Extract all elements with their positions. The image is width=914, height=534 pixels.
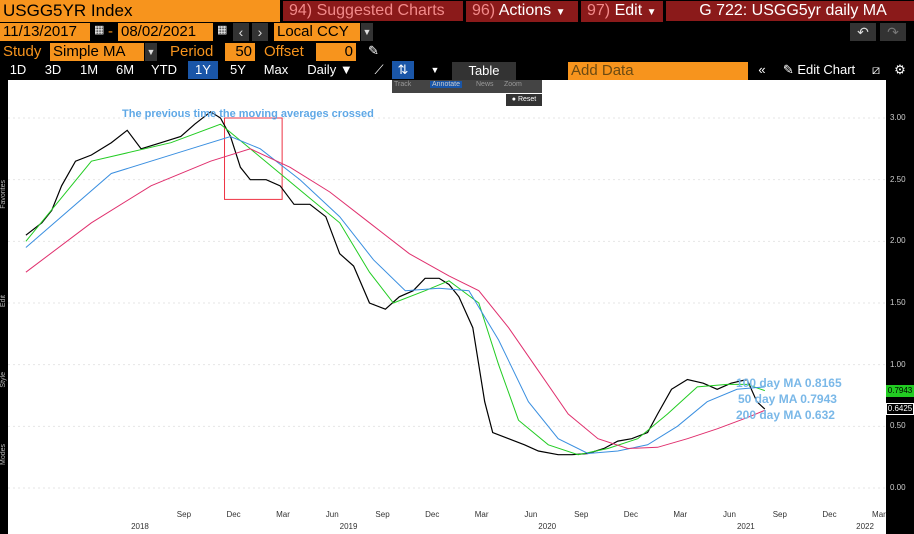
chevron-down-icon[interactable]: ▼	[361, 23, 373, 41]
period-5y[interactable]: 5Y	[230, 62, 246, 77]
x-year-label: 2022	[856, 522, 874, 531]
study-select[interactable]: Simple MA	[50, 43, 144, 61]
crossing-highlight-box	[224, 117, 283, 200]
annotate-tool[interactable]: Annotate	[430, 81, 463, 88]
calendar-icon[interactable]: ▦	[94, 24, 105, 36]
chevron-down-icon[interactable]: ▼	[430, 65, 440, 75]
news-tool[interactable]: News	[476, 81, 494, 88]
line-chart-icon[interactable]: ⟋	[374, 62, 384, 77]
x-month-label: Mar	[474, 510, 489, 519]
x-month-label: Sep	[176, 510, 192, 519]
bar-chart-icon[interactable]: ⇅	[392, 61, 414, 79]
period-1y[interactable]: 1Y	[188, 61, 218, 79]
pencil-icon[interactable]: ✎	[368, 43, 379, 58]
period-3d[interactable]: 3D	[44, 62, 62, 77]
top-header-bar: USGG5YR Index 94) Suggested Charts 96) A…	[0, 0, 914, 23]
end-date-input[interactable]: 08/02/2021	[118, 23, 213, 41]
x-month-label: Dec	[623, 510, 638, 519]
gear-icon[interactable]: ⚙	[894, 62, 906, 77]
prev-arrow-icon[interactable]: ‹	[233, 23, 249, 41]
ma50-badge: 0.7943	[886, 385, 914, 397]
track-tool[interactable]: Track	[394, 81, 412, 88]
y-axis: 0.7943 0.6425	[886, 80, 914, 508]
x-month-label: Sep	[375, 510, 390, 519]
side-label-modes: Modes	[0, 444, 7, 466]
period-1d[interactable]: 1D	[9, 62, 27, 77]
period-1m[interactable]: 1M	[79, 62, 99, 77]
next-arrow-icon[interactable]: ›	[252, 23, 268, 41]
x-month-label: Mar	[872, 510, 886, 519]
ma100-series-line	[25, 135, 765, 455]
start-date-input[interactable]: 11/13/2017	[0, 23, 90, 41]
study-bar: Study Simple MA ▼ Period 50 Offset 0 ✎	[0, 42, 914, 61]
period-ytd[interactable]: YTD	[151, 62, 177, 77]
y-tick-label: 1.50	[890, 298, 906, 307]
x-month-label: Sep	[574, 510, 589, 519]
edit-chart-button[interactable]: ✎ Edit Chart	[782, 62, 856, 77]
period-6m[interactable]: 6M	[115, 62, 135, 77]
x-month-label: Sep	[772, 510, 787, 519]
y-tick-label: 0.50	[890, 421, 906, 431]
legend-200day: 200 day MA 0.632	[736, 408, 835, 422]
table-button[interactable]: Table	[452, 62, 516, 80]
price-chart	[8, 111, 886, 489]
chart-annotation: The previous time the moving averages cr…	[122, 108, 374, 120]
side-label-style: Style	[0, 372, 7, 388]
side-label-favorites: Favorites	[0, 180, 7, 209]
x-year-label: 2021	[736, 522, 755, 531]
x-year-label: 2019	[339, 522, 358, 531]
price-series-line	[25, 111, 766, 456]
x-month-label: Dec	[226, 510, 241, 519]
x-month-label: Mar	[276, 510, 290, 519]
double-chevron-left-icon[interactable]: «	[758, 62, 766, 77]
y-tick-label: 0.00	[890, 483, 906, 492]
chart-area[interactable]: Track Annotate News Zoom ● Reset The pre…	[8, 80, 886, 508]
last-price-badge: 0.6425	[886, 403, 914, 415]
x-year-label: 2020	[538, 522, 557, 531]
legend-100day: 100 day MA 0.8165	[736, 376, 842, 390]
y-tick-label: 2.00	[890, 236, 906, 246]
edit-menu[interactable]: 97) Edit ▼	[581, 1, 663, 23]
y-tick-label: 1.00	[890, 359, 906, 369]
suggested-charts-button[interactable]: 94) Suggested Charts	[283, 1, 463, 21]
period-max[interactable]: Max	[263, 62, 289, 77]
offset-input[interactable]: 0	[316, 43, 356, 61]
actions-menu[interactable]: 96) Actions ▼	[466, 1, 578, 23]
period-label: Period	[170, 43, 214, 60]
side-label-edit: Edit	[0, 295, 7, 308]
edit-box-icon[interactable]: ⧄	[871, 62, 881, 77]
interval-select[interactable]: Daily ▼	[307, 62, 353, 77]
legend-50day: 50 day MA 0.7943	[738, 392, 837, 406]
x-axis: Sep Dec Mar Jun Sep Dec Mar Jun Sep Dec Mar Jun Sep D…	[8, 508, 886, 534]
x-month-label: Dec	[425, 510, 440, 519]
redo-icon[interactable]: ↷	[880, 23, 906, 41]
zoom-tool[interactable]: Zoom	[504, 81, 522, 88]
add-data-input[interactable]: Add Data	[568, 62, 748, 80]
ma50-series-line	[25, 123, 765, 456]
y-tick-label: 2.50	[890, 174, 906, 184]
date-range-bar: 11/13/2017 ▦ - 08/02/2021 ▦ ‹ › Local CC…	[0, 22, 914, 42]
x-month-label: Mar	[673, 510, 688, 519]
x-month-label: Jun	[723, 510, 736, 519]
currency-select[interactable]: Local CCY	[274, 23, 360, 41]
date-separator: -	[108, 23, 113, 40]
x-month-label: Jun	[524, 510, 538, 519]
x-month-label: Dec	[822, 510, 837, 519]
x-month-label: Jun	[325, 510, 339, 519]
undo-icon[interactable]: ↶	[850, 23, 876, 41]
ma200-series-line	[25, 148, 765, 450]
x-year-label: 2018	[131, 522, 149, 531]
period-input[interactable]: 50	[225, 43, 255, 61]
y-tick-label: 3.00	[890, 113, 906, 122]
calendar-icon[interactable]: ▦	[217, 24, 228, 36]
offset-label: Offset	[264, 43, 304, 60]
study-label: Study	[3, 43, 42, 60]
chevron-down-icon[interactable]: ▼	[145, 43, 157, 61]
reset-button[interactable]: ● Reset	[506, 94, 542, 106]
chart-mini-toolbar: Track Annotate News Zoom	[392, 80, 542, 93]
period-toolbar: 1D 3D 1M 6M YTD 1Y 5Y Max Daily ▼ ⟋ ⇅ ▼ …	[0, 61, 914, 80]
ticker-field[interactable]: USGG5YR Index	[0, 0, 280, 22]
chart-id-title: G 722: USGG5yr daily MA	[666, 1, 914, 21]
